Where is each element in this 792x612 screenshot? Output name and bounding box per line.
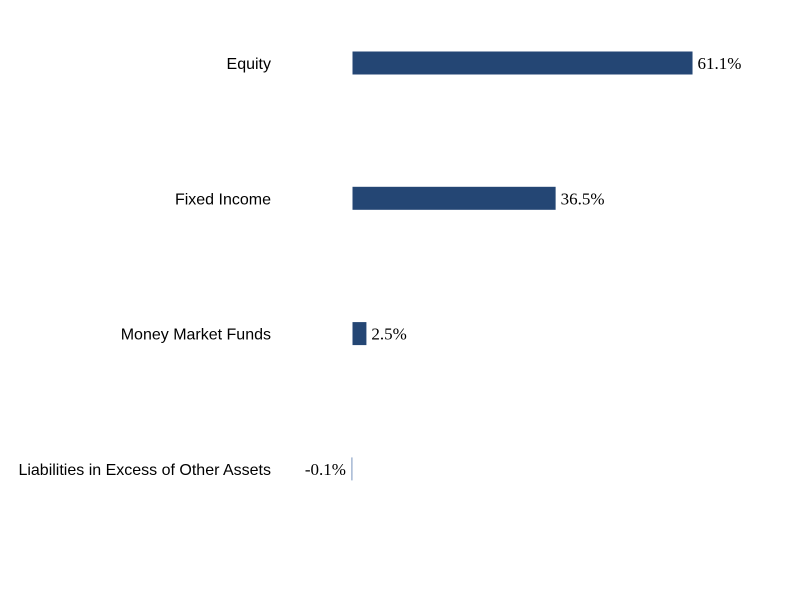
value-label: 61.1%	[698, 54, 742, 73]
category-label: Equity	[227, 56, 271, 73]
category-label: Liabilities in Excess of Other Assets	[18, 462, 271, 479]
bar	[352, 186, 556, 210]
category-labels: Equity Fixed Income Money Market Funds Liab…	[18, 56, 271, 479]
value-label: 2.5%	[371, 325, 406, 344]
bars	[351, 51, 693, 481]
value-label: 36.5%	[561, 189, 605, 208]
value-labels: 61.1% 36.5% 2.5% -0.1%	[305, 54, 742, 479]
category-label: Fixed Income	[175, 191, 271, 208]
bar	[352, 322, 367, 346]
category-label: Money Market Funds	[121, 327, 271, 344]
bar	[352, 51, 693, 75]
bar	[351, 457, 353, 481]
value-label: -0.1%	[305, 460, 346, 479]
